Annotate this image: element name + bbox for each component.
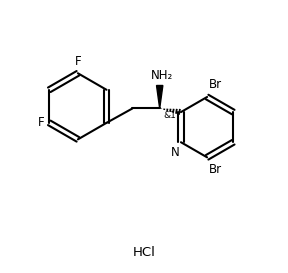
Text: F: F xyxy=(37,116,44,129)
Text: F: F xyxy=(75,55,81,68)
Text: NH₂: NH₂ xyxy=(151,69,173,82)
Text: N: N xyxy=(171,146,179,159)
Text: Br: Br xyxy=(209,163,222,176)
Text: &1: &1 xyxy=(163,111,176,120)
Text: Br: Br xyxy=(209,78,222,91)
Polygon shape xyxy=(156,85,163,108)
Text: HCl: HCl xyxy=(132,247,156,259)
